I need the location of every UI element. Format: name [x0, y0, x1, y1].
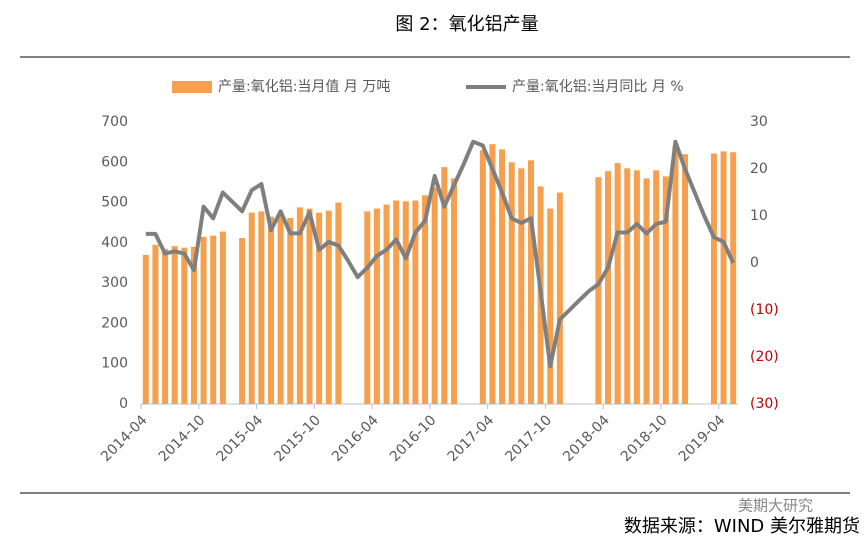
- bar: [287, 217, 294, 404]
- bar: [316, 212, 323, 404]
- bar: [556, 192, 563, 404]
- y-tick-label: 500: [101, 195, 128, 211]
- y-tick-label: 400: [101, 235, 128, 251]
- bar: [595, 177, 602, 404]
- bar: [527, 160, 534, 404]
- y2-tick-label: 30: [750, 114, 768, 130]
- bar: [306, 208, 313, 404]
- bar: [489, 144, 496, 404]
- x-tick-label: 2017-04: [445, 412, 498, 465]
- bar: [499, 149, 506, 404]
- bar: [518, 168, 525, 404]
- bar: [431, 187, 438, 404]
- y-tick-label: 700: [101, 114, 128, 130]
- bar: [335, 202, 342, 404]
- y-tick-label: 200: [101, 315, 128, 331]
- bar: [653, 170, 660, 404]
- bar: [633, 170, 640, 404]
- bar: [258, 211, 265, 404]
- bar: [710, 153, 717, 404]
- source: 数据来源：WIND 美尔雅期货: [624, 516, 860, 537]
- bar: [383, 204, 390, 404]
- bar: [441, 167, 448, 404]
- bar: [422, 195, 429, 404]
- bar: [277, 214, 284, 404]
- watermark: 美期大研究: [738, 497, 813, 515]
- bar: [682, 154, 689, 404]
- bar: [479, 150, 486, 404]
- bar: [219, 231, 226, 404]
- x-tick-label: 2019-04: [676, 412, 729, 465]
- bar: [248, 212, 255, 404]
- bar: [296, 207, 303, 404]
- bar: [200, 236, 207, 404]
- bar: [402, 201, 409, 404]
- legend-label: 产量:氧化铝:当月值 月 万吨: [218, 79, 390, 95]
- y-tick-label: 0: [119, 396, 128, 412]
- x-tick-label: 2015-10: [271, 412, 324, 465]
- bar: [267, 216, 274, 404]
- bar: [672, 146, 679, 404]
- bar: [614, 163, 621, 404]
- legend-label: 产量:氧化铝:当月同比 月 %: [512, 79, 684, 95]
- bar: [364, 211, 371, 404]
- x-tick-label: 2017-10: [502, 412, 555, 465]
- bar: [190, 246, 197, 404]
- bar: [325, 210, 332, 404]
- y2-tick-label: 10: [750, 208, 768, 224]
- bar: [605, 171, 612, 404]
- bar: [162, 248, 169, 404]
- bar: [171, 246, 178, 404]
- bar: [239, 238, 246, 404]
- y2-tick-label: 0: [750, 255, 759, 271]
- bar: [720, 151, 727, 404]
- x-tick-label: 2014-10: [156, 412, 209, 465]
- bar: [643, 178, 650, 404]
- bar: [152, 244, 159, 404]
- x-tick-label: 2015-04: [214, 412, 267, 465]
- bar: [730, 152, 737, 404]
- bar: [662, 176, 669, 404]
- y2-tick-label: (20): [750, 349, 779, 365]
- bar: [142, 254, 149, 404]
- x-tick-label: 2018-10: [618, 412, 671, 465]
- legend-swatch: [172, 81, 212, 93]
- bar: [373, 208, 380, 404]
- chart-title: 图 2：氧化铝产量: [395, 14, 538, 35]
- bar: [624, 168, 631, 404]
- bar: [181, 247, 188, 404]
- bar: [412, 200, 419, 404]
- bar: [508, 162, 515, 404]
- x-tick-label: 2016-10: [387, 412, 440, 465]
- y2-tick-label: (10): [750, 302, 779, 318]
- y-tick-label: 100: [101, 356, 128, 372]
- x-tick-label: 2016-04: [329, 412, 382, 465]
- line: [145, 139, 736, 369]
- bar: [393, 200, 400, 404]
- y-tick-label: 600: [101, 154, 128, 170]
- y-tick-label: 300: [101, 275, 128, 291]
- x-tick-label: 2014-04: [98, 412, 151, 465]
- bar: [547, 208, 554, 404]
- x-tick-label: 2018-04: [560, 412, 613, 465]
- y2-tick-label: 20: [750, 161, 768, 177]
- bar: [210, 235, 217, 404]
- bar: [450, 178, 457, 404]
- y2-tick-label: (30): [750, 396, 779, 412]
